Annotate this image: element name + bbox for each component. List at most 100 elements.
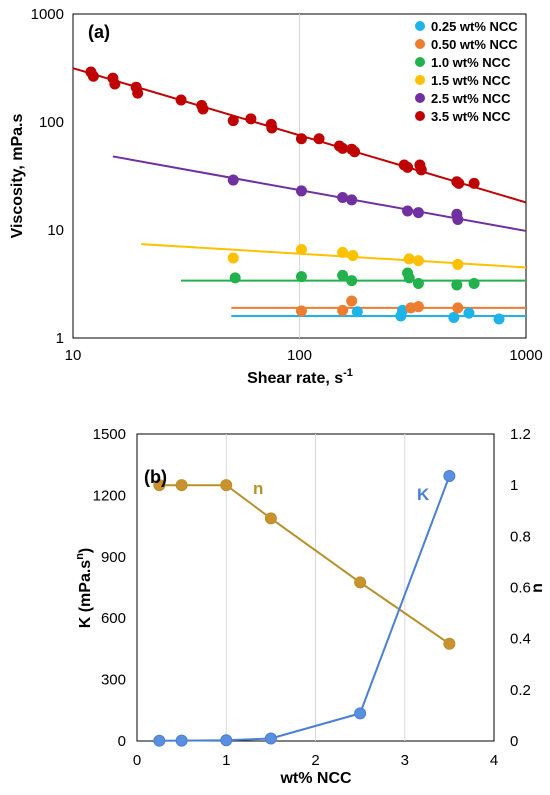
legend-label: 1.5 wt% NCC (431, 73, 511, 88)
series-point-n (264, 512, 277, 525)
data-point (295, 305, 307, 317)
data-point (452, 302, 464, 314)
y-left-tick-label-b: 900 (101, 549, 126, 566)
series-point-K (175, 734, 188, 747)
data-point (337, 191, 349, 203)
legend-label: 2.5 wt% NCC (431, 91, 511, 106)
y-axis-title-left-b: K (mPa.sn) (74, 548, 94, 629)
series-point-K (443, 469, 456, 482)
y-left-tick-label-b: 600 (101, 610, 126, 627)
x-tick-label-a: 10 (65, 347, 82, 364)
y-right-tick-label-b: 0.6 (510, 580, 531, 597)
data-point (349, 146, 361, 158)
y-left-tick-label-b: 0 (118, 733, 126, 750)
panel-b-k-n-chart: 0 1 2 3 403006009001200150000.20.40.60.811.2… (74, 426, 546, 787)
series-point-n (175, 479, 188, 492)
data-point (412, 207, 424, 219)
data-point (346, 275, 358, 287)
data-point (412, 277, 424, 289)
y-right-tick-label-b: 1 (510, 477, 518, 494)
y-right-tick-label-b: 0.4 (510, 631, 531, 648)
data-point (402, 161, 414, 173)
data-point (463, 307, 475, 319)
x-tick-label-b: 0 (133, 752, 141, 769)
data-point (346, 194, 358, 206)
y-tick-label-a: 1 (56, 330, 64, 347)
data-point (295, 185, 307, 197)
data-point (337, 142, 349, 154)
data-point (412, 301, 424, 313)
data-point (87, 70, 99, 82)
y-right-tick-label-b: 1.2 (510, 426, 531, 443)
data-point (403, 253, 415, 265)
legend-marker (415, 111, 425, 121)
series-point-n (443, 637, 456, 650)
x-tick-label-b: 4 (490, 752, 498, 769)
y-tick-label-a: 10 (47, 222, 64, 239)
data-point (337, 269, 349, 281)
data-point (493, 313, 505, 325)
series-point-K (264, 732, 277, 745)
legend-marker (415, 39, 425, 49)
data-point (448, 311, 460, 323)
y-axis-title-a: Viscosity, mPa.s (9, 113, 26, 238)
data-point (245, 113, 257, 125)
panel-label-b: (b) (144, 467, 167, 487)
x-tick-label-a: 100 (287, 347, 312, 364)
y-tick-label-a: 100 (39, 114, 64, 131)
legend-label: 0.25 wt% NCC (431, 19, 518, 34)
legend-a: 0.25 wt% NCC 0.50 wt% NCC 1.0 wt% NCC 1.5 w… (415, 19, 518, 124)
data-point (266, 122, 278, 134)
y-left-tick-label-b: 1200 (93, 487, 126, 504)
series-point-K (354, 707, 367, 720)
legend-marker (415, 75, 425, 85)
series-point-K (153, 734, 166, 747)
data-point (295, 271, 307, 283)
series-point-K (220, 734, 233, 747)
series-label-n: n (253, 479, 263, 498)
legend-marker (415, 93, 425, 103)
data-point (453, 177, 465, 189)
data-point (468, 177, 480, 189)
series-point-n (354, 576, 367, 589)
data-point (402, 205, 414, 217)
y-right-tick-label-b: 0 (510, 733, 518, 750)
data-point (313, 133, 325, 145)
data-point (347, 250, 359, 262)
y-left-tick-label-b: 1500 (93, 426, 126, 443)
data-point (403, 272, 415, 284)
data-point (452, 214, 464, 226)
legend-label: 3.5 wt% NCC (431, 109, 511, 124)
x-tick-label-a: 1000 (509, 347, 542, 364)
data-point (295, 243, 307, 255)
x-tick-label-b: 3 (401, 752, 409, 769)
y-axis-title-right-b: n (529, 583, 546, 593)
series-point-n (153, 479, 166, 492)
x-axis-title-b: wt% NCC (279, 770, 352, 787)
data-point (412, 255, 424, 267)
legend-label: 1.0 wt% NCC (431, 55, 511, 70)
legend-marker (415, 57, 425, 67)
data-point (197, 103, 209, 115)
data-point (452, 258, 464, 270)
x-tick-label-b: 2 (311, 752, 319, 769)
data-point (109, 78, 121, 90)
data-point (337, 304, 349, 316)
y-left-tick-label-b: 300 (101, 672, 126, 689)
data-point (175, 94, 187, 106)
series-label-k: K (417, 485, 430, 504)
y-right-tick-label-b: 0.8 (510, 528, 531, 545)
data-point (451, 279, 463, 291)
data-point (227, 174, 239, 186)
data-point (227, 252, 239, 264)
panel-label-a: (a) (88, 22, 110, 42)
data-point (397, 304, 409, 316)
y-right-tick-label-b: 0.2 (510, 682, 531, 699)
data-point (351, 306, 363, 318)
data-point (415, 164, 427, 176)
data-point (346, 295, 358, 307)
series-b (153, 469, 456, 747)
